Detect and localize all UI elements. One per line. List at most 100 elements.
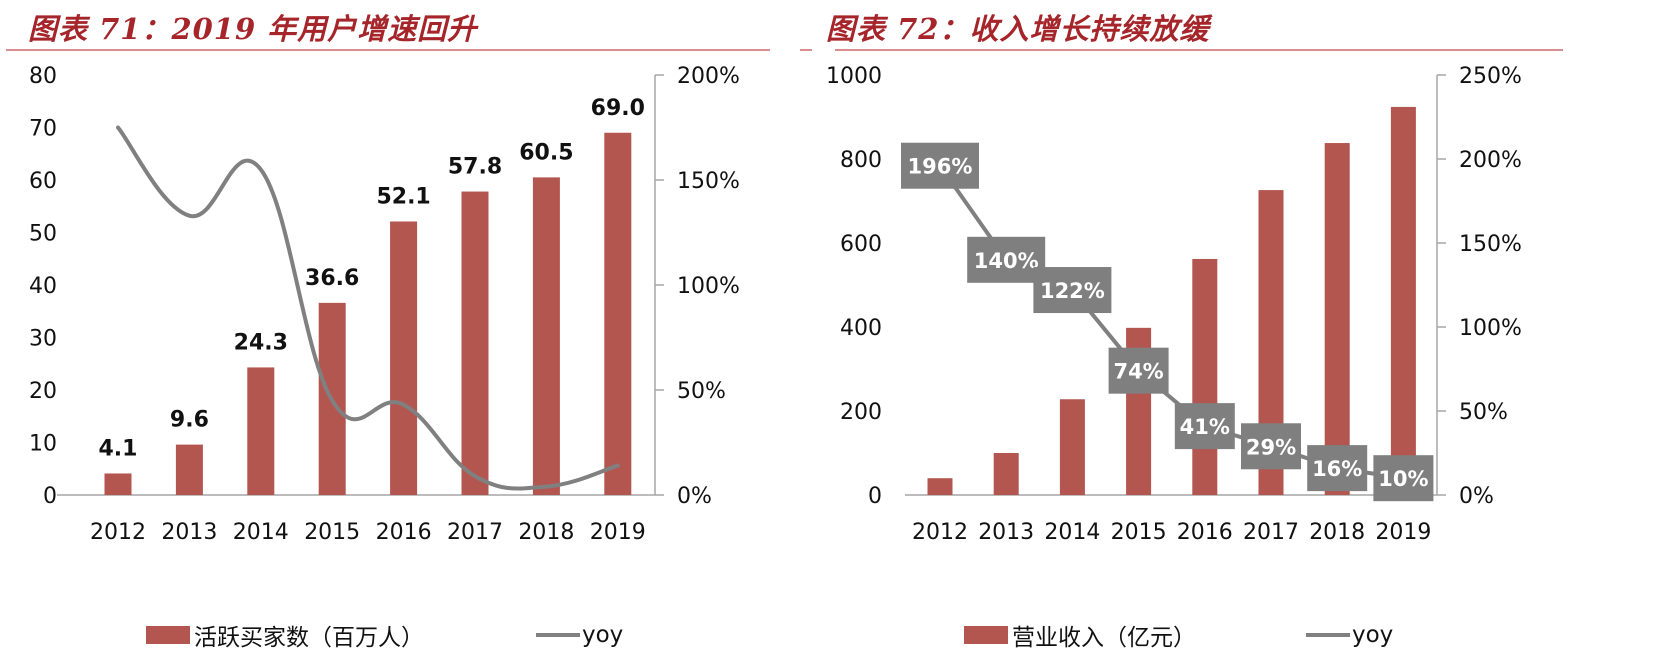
- bar-2013: [175, 444, 203, 495]
- yoy-value-label: 41%: [1180, 415, 1230, 439]
- x-axis-tick-label: 2015: [1111, 520, 1167, 545]
- left-axis-tick-label: 10: [29, 432, 57, 457]
- yoy-value-box: [1033, 267, 1112, 314]
- left-axis-tick-label: 800: [840, 148, 882, 173]
- right-axis-tick-label: 0%: [1459, 484, 1494, 509]
- bar-2018: [532, 177, 560, 495]
- legend-label: yoy: [582, 622, 624, 648]
- bar-2019: [604, 132, 632, 495]
- bar-2016: [390, 221, 418, 495]
- left-axis-tick-label: 80: [29, 64, 57, 89]
- x-axis-tick-label: 2012: [90, 520, 146, 545]
- left-axis-tick-label: 20: [29, 379, 57, 404]
- bar-2017: [461, 191, 489, 496]
- yoy-value-box: [1307, 445, 1368, 492]
- x-axis-tick-label: 2019: [590, 520, 646, 545]
- yoy-value-label: 74%: [1113, 360, 1163, 384]
- chart-title: 图表 72：收入增长持续放缓: [826, 12, 1210, 46]
- yoy-value-label: 29%: [1246, 435, 1296, 459]
- x-axis-tick-label: 2015: [304, 520, 360, 545]
- plot-area: 0 10 20 30 40 50 60 70 80 0% 50% 100% 150% 200% 2012 20…: [29, 64, 740, 545]
- yoy-value-label: 196%: [908, 155, 973, 179]
- x-axis-tick-label: 2016: [376, 520, 432, 545]
- right-axis-tick-label: 50%: [1459, 400, 1508, 425]
- yoy-line: [116, 125, 620, 491]
- bar-value-label: 36.6: [305, 266, 359, 291]
- yoy-value-box: [1108, 347, 1169, 394]
- x-axis-tick-label: 2017: [1243, 520, 1299, 545]
- line-swatch-icon: [536, 633, 580, 637]
- legend-item-bar: 营业收入（亿元）: [964, 618, 1196, 652]
- legend: 活跃买家数（百万人） yoy: [146, 618, 623, 652]
- x-axis-tick-label: 2018: [1309, 520, 1365, 545]
- x-axis-tick-label: 2013: [161, 520, 217, 545]
- legend: 营业收入（亿元） yoy: [964, 618, 1393, 652]
- bar-2014: [1059, 399, 1085, 495]
- bar-value-label: 4.1: [99, 436, 138, 461]
- left-axis-tick-label: 40: [29, 274, 57, 299]
- title-divider: [800, 49, 812, 51]
- right-axis-tick-label: 0%: [677, 484, 712, 509]
- x-axis-tick-label: 2018: [518, 520, 574, 545]
- bar-value-label: 60.5: [519, 140, 573, 165]
- legend-label: 营业收入（亿元）: [1012, 625, 1196, 651]
- left-axis-tick-label: 70: [29, 117, 57, 142]
- yoy-value-label: 10%: [1378, 467, 1428, 491]
- right-axis-tick-label: 250%: [1459, 64, 1522, 89]
- left-axis-tick-label: 200: [840, 400, 882, 425]
- chart-panel-user-growth: 图表 71：2019 年用户增速回升 0 10 20 30 40 50 60 70 80 0% 50…: [0, 0, 800, 670]
- title-divider: [835, 49, 1563, 51]
- left-axis-tick-label: 600: [840, 232, 882, 257]
- yoy-value-box: [967, 236, 1046, 283]
- left-axis-tick-label: 400: [840, 316, 882, 341]
- left-axis-tick-label: 1000: [826, 64, 882, 89]
- legend-label: yoy: [1352, 622, 1394, 648]
- bar-swatch-icon: [146, 626, 190, 644]
- legend-item-bar: 活跃买家数（百万人）: [146, 618, 424, 652]
- x-axis-tick-label: 2014: [1044, 520, 1100, 545]
- right-axis-tick-label: 200%: [677, 64, 740, 89]
- bar-value-label: 24.3: [234, 330, 288, 355]
- legend-label: 活跃买家数（百万人）: [194, 625, 424, 651]
- bar-2018: [1324, 143, 1350, 496]
- x-axis-tick-label: 2013: [978, 520, 1034, 545]
- yoy-value-label: 16%: [1312, 457, 1362, 481]
- line-swatch-icon: [1306, 633, 1350, 637]
- yoy-value-label: 140%: [974, 249, 1039, 273]
- bar-2016: [1192, 258, 1218, 495]
- bar-2012: [104, 473, 132, 495]
- x-axis-tick-label: 2017: [447, 520, 503, 545]
- yoy-value-box: [1241, 423, 1301, 470]
- x-axis-tick-label: 2016: [1177, 520, 1233, 545]
- legend-item-line: yoy: [536, 622, 623, 648]
- legend-item-line: yoy: [1306, 622, 1393, 648]
- yoy-value-box: [1373, 455, 1434, 502]
- bar-2019: [1390, 106, 1416, 496]
- left-axis-tick-label: 0: [868, 484, 882, 509]
- bar-2012: [927, 478, 953, 495]
- bar-swatch-icon: [964, 626, 1008, 644]
- bar-2014: [247, 367, 275, 495]
- right-axis-tick-label: 100%: [677, 274, 740, 299]
- bar-value-label: 52.1: [376, 184, 430, 209]
- right-axis-tick-label: 50%: [677, 379, 726, 404]
- x-axis-tick-label: 2014: [233, 520, 289, 545]
- right-axis-tick-label: 100%: [1459, 316, 1522, 341]
- yoy-value-box: [1174, 403, 1235, 450]
- left-axis-tick-label: 30: [29, 327, 57, 352]
- x-axis-tick-label: 2019: [1375, 520, 1431, 545]
- title-divider: [6, 49, 770, 51]
- right-axis-tick-label: 150%: [677, 169, 740, 194]
- yoy-value-label: 122%: [1040, 279, 1105, 303]
- left-axis-tick-label: 60: [29, 169, 57, 194]
- bar-value-label: 69.0: [591, 96, 645, 121]
- left-axis-tick-label: 50: [29, 222, 57, 247]
- right-axis-tick-label: 150%: [1459, 232, 1522, 257]
- bar-2013: [993, 453, 1019, 495]
- bar-value-label: 57.8: [448, 155, 502, 180]
- left-axis-tick-label: 0: [43, 484, 57, 509]
- yoy-value-box: [901, 142, 979, 189]
- bar-value-label: 9.6: [170, 408, 209, 433]
